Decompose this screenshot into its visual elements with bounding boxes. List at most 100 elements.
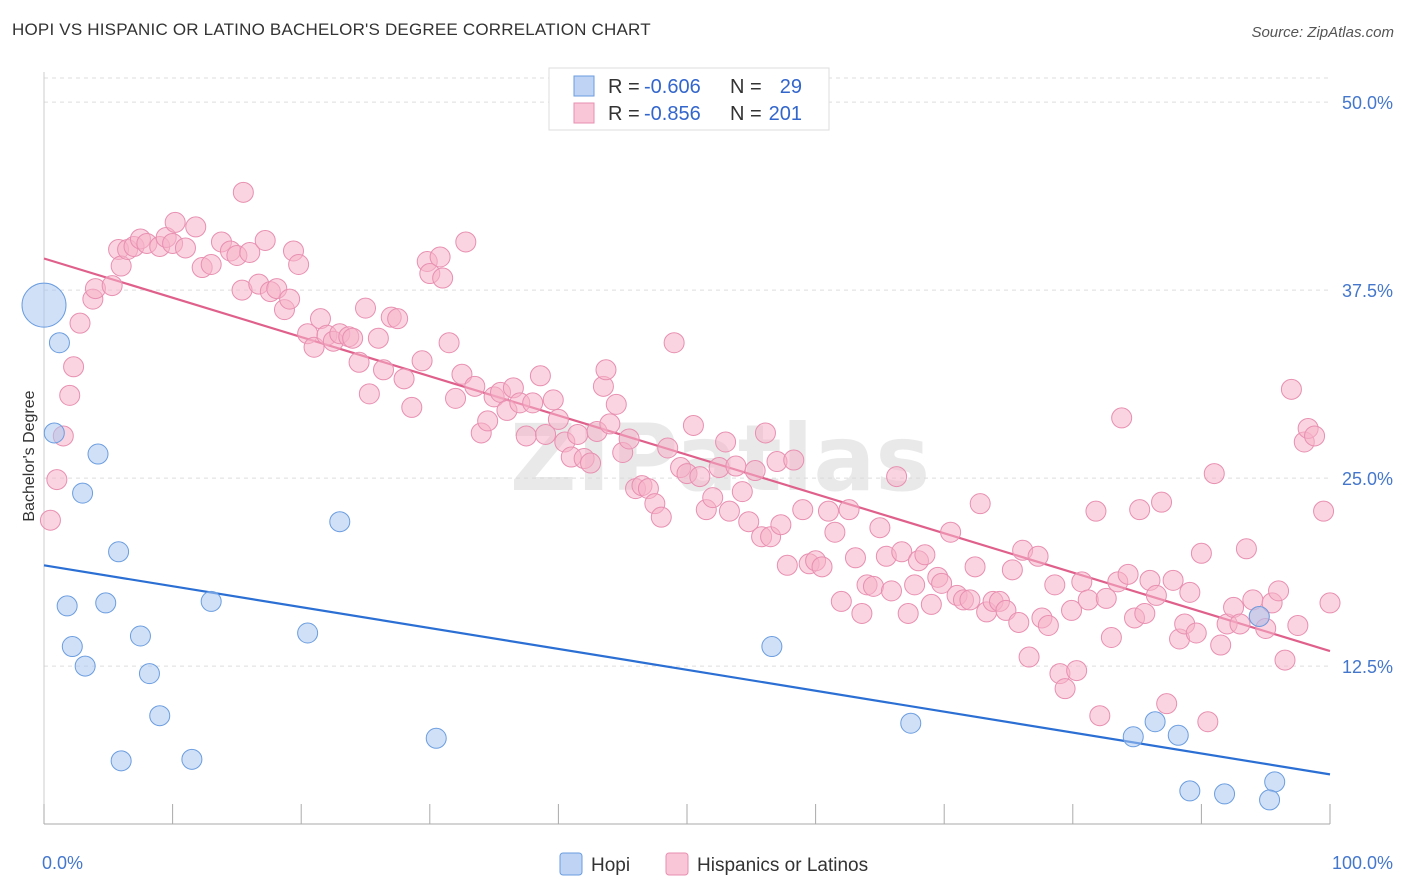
hispanics-or-latinos-point-116: [792, 499, 814, 521]
x-tick-label-0: 0.0%: [42, 853, 83, 873]
hispanics-or-latinos-point-131: [886, 466, 908, 488]
chart-source: Source: ZipAtlas.com: [1251, 24, 1394, 41]
hispanics-or-latinos-point-121: [824, 521, 846, 543]
hispanics-or-latinos-point-65: [477, 410, 499, 432]
hispanics-or-latinos-point-38: [303, 336, 325, 358]
hispanics-or-latinos-point-59: [438, 332, 460, 354]
hispanics-or-latinos-point-196: [1274, 649, 1296, 671]
hispanics-or-latinos-point-72: [522, 392, 544, 414]
hispanics-or-latinos-point-53: [401, 396, 423, 418]
hispanics-or-latinos-point-172: [1129, 499, 1151, 521]
legend-r-value-0: -0.606: [644, 76, 701, 98]
hispanics-or-latinos-point-36: [288, 254, 310, 276]
chart-title: HOPI VS HISPANIC OR LATINO BACHELOR'S DE…: [12, 20, 651, 39]
hopi-point-21: [1122, 726, 1144, 748]
y-tick-label-3: 12.5%: [1342, 657, 1393, 677]
hispanics-or-latinos-point-86: [605, 393, 627, 415]
hispanics-or-latinos-point-95: [663, 332, 685, 354]
hispanics-or-latinos-point-127: [862, 575, 884, 597]
legend-swatch-0: [573, 75, 595, 97]
hispanics-or-latinos-point-85: [599, 413, 621, 435]
hopi-point-24: [1179, 780, 1201, 802]
hopi-point-4: [72, 482, 94, 504]
hispanics-or-latinos-point-110: [754, 422, 776, 444]
hopi-point-2: [43, 422, 65, 444]
y-tick-label-1: 37.5%: [1342, 281, 1393, 301]
legend-n-label-1: N =: [730, 103, 762, 125]
hispanics-or-latinos-point-99: [689, 466, 711, 488]
hispanics-or-latinos-point-30: [254, 229, 276, 251]
hispanics-or-latinos-point-151: [1008, 611, 1030, 633]
hispanics-or-latinos-point-139: [931, 572, 953, 594]
hispanics-or-latinos-point-190: [1235, 538, 1257, 560]
hopi-point-7: [95, 592, 117, 614]
hispanics-or-latinos-point-153: [1018, 646, 1040, 668]
hopi-point-14: [181, 748, 203, 770]
hopi-trend-line: [43, 564, 1331, 776]
hispanics-or-latinos-point-45: [348, 351, 370, 373]
hispanics-or-latinos-point-22: [200, 254, 222, 276]
hispanics-or-latinos-point-124: [844, 547, 866, 569]
hispanics-or-latinos-point-143: [959, 589, 981, 611]
hispanics-or-latinos-point-133: [897, 602, 919, 624]
hopi-point-8: [129, 625, 151, 647]
hispanics-or-latinos-point-5: [69, 312, 91, 334]
hispanics-or-latinos-point-108: [744, 460, 766, 482]
hispanics-or-latinos-point-169: [1111, 407, 1133, 429]
hispanics-or-latinos-point-73: [529, 365, 551, 387]
y-tick-label-2: 25.0%: [1342, 469, 1393, 489]
hispanics-or-latinos-point-145: [969, 493, 991, 515]
hispanics-or-latinos-point-52: [393, 368, 415, 390]
hopi-point-17: [329, 511, 351, 533]
hispanics-or-latinos-point-93: [650, 506, 672, 528]
hopi-point-27: [1264, 771, 1286, 793]
hispanics-or-latinos-point-149: [995, 599, 1017, 621]
hispanics-or-latinos-point-178: [1162, 569, 1184, 591]
hispanics-or-latinos-point-134: [904, 574, 926, 596]
legend-box: [548, 67, 830, 131]
hispanics-or-latinos-point-79: [567, 423, 589, 445]
hispanics-or-latinos-point-154: [1027, 545, 1049, 567]
hispanics-or-latinos-point-101: [702, 487, 724, 509]
hispanics-or-latinos-point-57: [429, 246, 451, 268]
hispanics-or-latinos-point-140: [940, 521, 962, 543]
hispanics-or-latinos-point-122: [830, 590, 852, 612]
hispanics-or-latinos-point-203: [1319, 592, 1341, 614]
hispanics-or-latinos-point-130: [880, 580, 902, 602]
hispanics-or-latinos-point-4: [63, 356, 85, 378]
hispanics-or-latinos-point-8: [101, 275, 123, 297]
legend-swatch-1: [573, 102, 595, 124]
hispanics-or-latinos-point-119: [811, 556, 833, 578]
hispanics-or-latinos-point-150: [1001, 559, 1023, 581]
bottom-legend-label-0: Hopi: [591, 855, 630, 876]
hispanics-or-latinos-point-27: [232, 181, 254, 203]
legend: R = -0.606 N = 29 R = -0.856 N = 201: [548, 67, 830, 131]
hispanics-or-latinos-point-0: [39, 509, 61, 531]
hispanics-or-latinos-point-156: [1037, 614, 1059, 636]
bottom-legend-label-1: Hispanics or Latinos: [697, 855, 868, 876]
hispanics-or-latinos-point-34: [279, 288, 301, 310]
hispanics-or-latinos-point-81: [580, 452, 602, 474]
hopi-point-22: [1144, 711, 1166, 733]
hispanics-or-latinos-point-28: [239, 241, 261, 263]
hispanics-or-latinos-point-183: [1190, 542, 1212, 564]
hispanics-or-latinos-trend-line: [43, 257, 1331, 653]
hispanics-or-latinos-point-184: [1197, 711, 1219, 733]
legend-r-value-1: -0.856: [644, 103, 701, 125]
hopi-point-1: [48, 332, 70, 354]
hispanics-or-latinos-point-54: [411, 350, 433, 372]
hopi-point-10: [74, 655, 96, 677]
hispanics-or-latinos-point-189: [1229, 613, 1251, 635]
hispanics-or-latinos-point-1: [46, 469, 68, 491]
hispanics-or-latinos-point-76: [547, 408, 569, 430]
hopi-point-26: [1248, 605, 1270, 627]
hispanics-or-latinos-point-46: [355, 297, 376, 319]
hispanics-or-latinos-point-198: [1287, 614, 1309, 636]
hopi-point-0: [21, 282, 67, 328]
hispanics-or-latinos-point-157: [1044, 574, 1066, 596]
hispanics-or-latinos-point-166: [1095, 587, 1117, 609]
hispanics-or-latinos-point-51: [387, 308, 409, 330]
hispanics-or-latinos-point-164: [1085, 500, 1107, 522]
legend-r-label-1: R =: [608, 103, 640, 125]
hispanics-or-latinos-point-182: [1185, 622, 1207, 644]
